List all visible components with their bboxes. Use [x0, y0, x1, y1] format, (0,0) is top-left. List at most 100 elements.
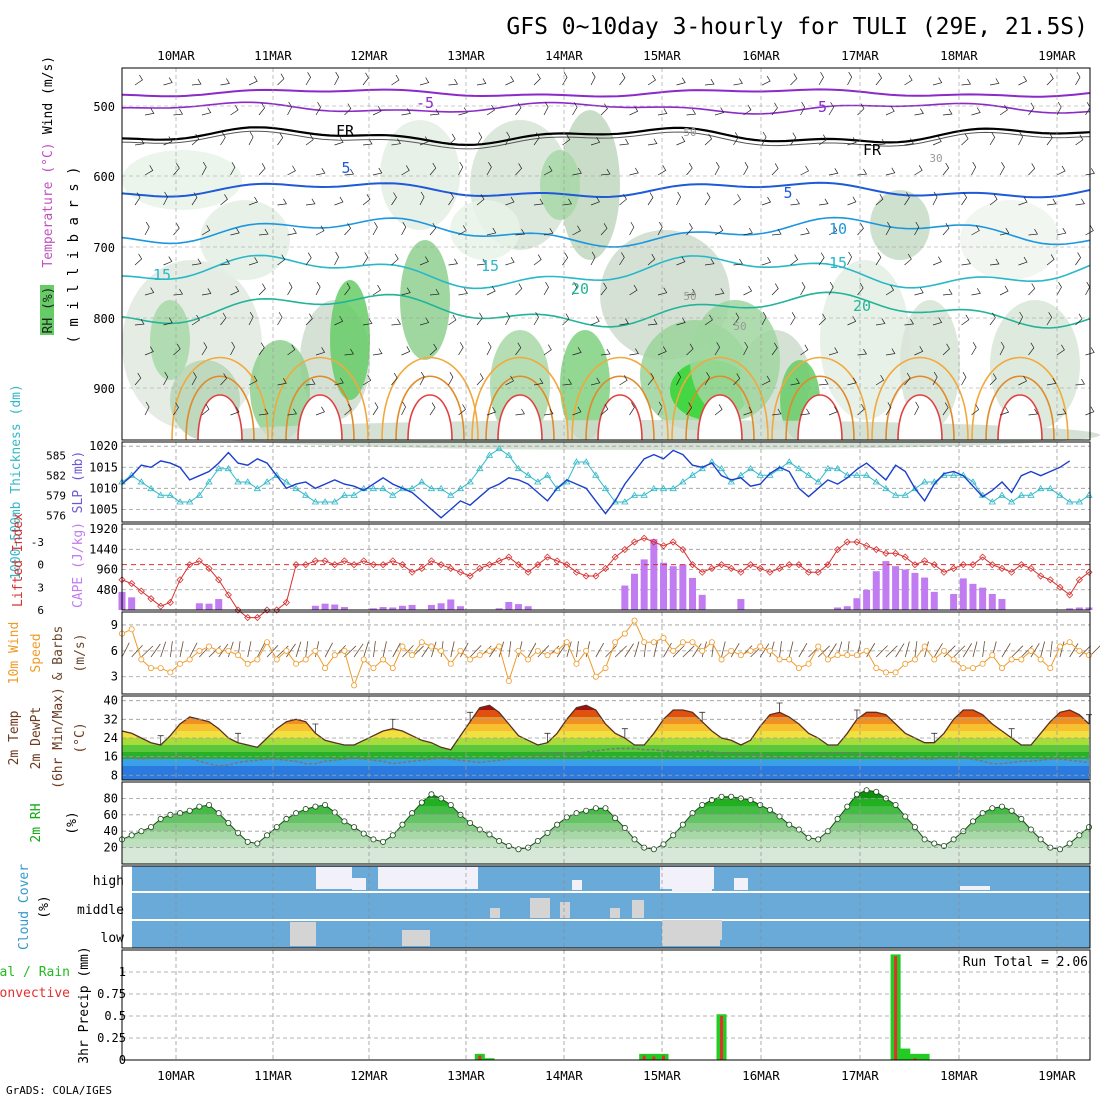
- rh-point: [389, 832, 396, 839]
- cape-bar: [979, 587, 987, 610]
- wind-barb: [419, 317, 430, 326]
- wind-barb-10m: [721, 641, 726, 658]
- rh-point: [264, 832, 271, 839]
- rh-point: [370, 836, 377, 843]
- lifted-index-point: [785, 561, 793, 569]
- lifted-index-point: [157, 602, 165, 610]
- wind-barb: [305, 134, 314, 146]
- wind-barb: [704, 258, 715, 266]
- contour-label: -5: [809, 98, 827, 116]
- wind-barb: [533, 198, 544, 206]
- contour-label: 10: [829, 220, 847, 238]
- wind-barb: [743, 104, 752, 116]
- thickness-tick-label: 585: [46, 449, 66, 462]
- wind-barb: [999, 285, 1009, 296]
- lifted-index-point: [679, 545, 687, 554]
- wind-barb: [258, 408, 269, 416]
- wind-speed-point: [1086, 652, 1093, 659]
- lifted-index-point: [950, 564, 958, 573]
- lifted-index-point: [1017, 561, 1025, 569]
- thickness-point: [1027, 491, 1035, 498]
- wind-barb: [989, 78, 1000, 86]
- wind-barb: [287, 101, 293, 116]
- lifted-index-point: [650, 538, 658, 546]
- cape-bar: [872, 571, 880, 610]
- wind-barb: [505, 257, 515, 266]
- wind-barb: [277, 254, 286, 266]
- wind-barb: [448, 78, 459, 86]
- ylabel-temp2m-2: 2m DewPt: [29, 707, 44, 770]
- wind10-panel: [119, 617, 1100, 689]
- wind-barb: [277, 312, 283, 326]
- rh-point: [1037, 836, 1044, 843]
- wind-speed-point: [1027, 647, 1034, 654]
- wind-barb: [619, 72, 626, 86]
- wind-barb: [173, 288, 184, 296]
- precip-convective-bar: [662, 1055, 666, 1060]
- panel-gridlines: [122, 782, 1090, 864]
- thickness-point: [495, 444, 503, 452]
- wind-barb: [743, 406, 753, 416]
- lifted-index-point: [621, 545, 629, 554]
- high-cloud-block: [352, 878, 366, 890]
- wind-speed-point: [931, 656, 938, 663]
- rh-point: [844, 803, 851, 810]
- wind-barb: [173, 402, 179, 416]
- rh-shading: [330, 280, 370, 400]
- wind-barb-10m: [1049, 641, 1053, 658]
- contour-label: 30: [929, 152, 942, 165]
- cape-bar: [195, 603, 203, 610]
- rh2m-tick-label: 20: [104, 841, 118, 855]
- high-cloud-block: [572, 880, 582, 890]
- lifted-index-point: [505, 553, 513, 561]
- rh-point: [244, 838, 251, 845]
- ylabel-thickness: 1000-500mb Thickness (dm): [9, 384, 24, 580]
- temperature-dome-contour: [785, 375, 855, 441]
- temperature-dome-contour: [381, 356, 479, 441]
- wind-barb-10m: [1040, 641, 1046, 658]
- wind-speed-point: [312, 647, 319, 654]
- thickness-point: [853, 471, 861, 478]
- thickness-point: [911, 484, 919, 492]
- wind-barb: [515, 228, 526, 236]
- precip-total-bar: [484, 1058, 495, 1060]
- wind-barb-10m: [672, 645, 685, 658]
- lifted-index-point: [234, 606, 242, 614]
- wind-barb: [1075, 252, 1082, 266]
- wind-barb: [562, 378, 573, 386]
- wind-barb: [904, 74, 913, 86]
- cloud-panel: [132, 866, 1090, 948]
- cape-bar: [930, 591, 938, 610]
- isotherm-5: [121, 181, 1091, 199]
- wind-barb: [144, 287, 155, 296]
- wind-speed-point: [496, 643, 503, 650]
- temperature-dome-contour: [497, 394, 543, 441]
- wind-barb: [476, 258, 487, 266]
- wind-barb: [533, 73, 541, 86]
- rh-point: [322, 801, 329, 808]
- cape-bar: [669, 566, 677, 610]
- ylabel-rh: RH (%): [41, 287, 56, 334]
- rh-point: [873, 788, 880, 795]
- wind-barb: [201, 161, 207, 176]
- wind-barb: [629, 167, 639, 176]
- temperature-dome-contour: [797, 394, 843, 441]
- wind-barb: [647, 192, 654, 206]
- contour-label: 50: [683, 290, 696, 303]
- temp-band: [122, 717, 1089, 724]
- rh-point: [331, 809, 338, 816]
- wind-speed-point: [699, 647, 706, 654]
- ylabel-wind: Wind (m/s): [41, 56, 56, 134]
- rh-point: [1066, 840, 1073, 847]
- wind-barb: [134, 253, 143, 266]
- wind-barb-10m: [208, 645, 221, 658]
- wind-speed-point: [863, 647, 870, 654]
- wind-barb: [942, 343, 950, 356]
- wind-speed-point: [834, 652, 841, 659]
- thickness-point: [698, 464, 706, 472]
- date-label-top: 16MAR: [742, 48, 780, 63]
- wind-barb: [647, 253, 656, 266]
- wind-barb: [686, 162, 693, 176]
- wind-barb: [771, 283, 779, 296]
- wind-barb: [733, 78, 743, 86]
